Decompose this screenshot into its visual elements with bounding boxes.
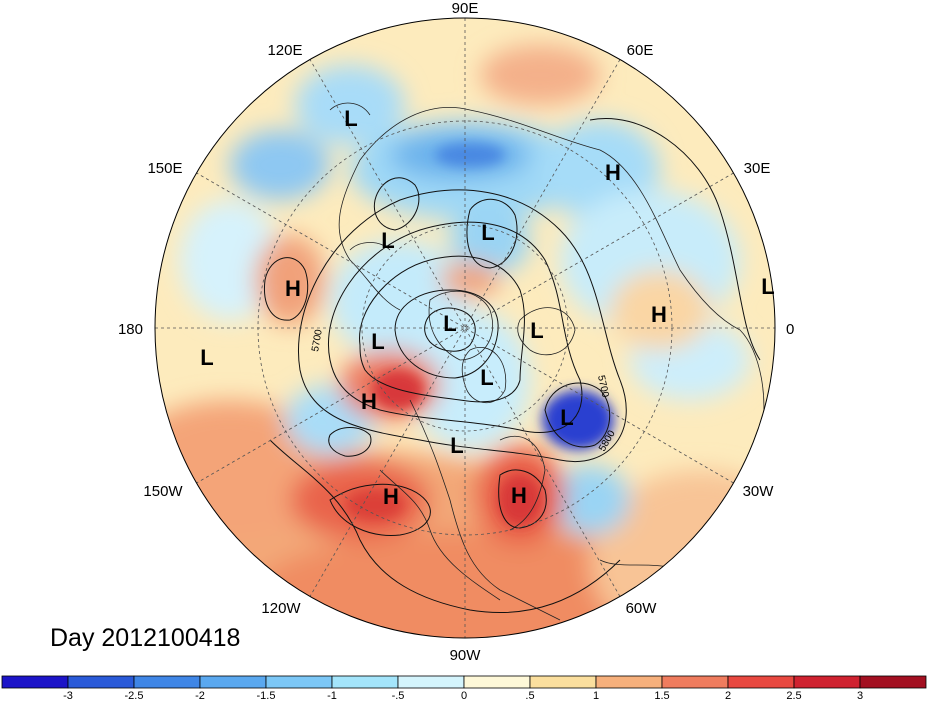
- low-center: L: [443, 311, 456, 336]
- high-center: H: [511, 483, 527, 508]
- lon-label-60e: 60E: [627, 42, 654, 59]
- date-title: Day 2012100418: [50, 624, 240, 652]
- colorbar-tick-label: -2: [195, 690, 205, 702]
- low-center: L: [560, 405, 573, 430]
- colorbar-swatch: [529, 675, 597, 689]
- lon-label-120e: 120E: [267, 42, 302, 59]
- colorbar-swatch: [463, 675, 531, 689]
- high-center: H: [651, 302, 667, 327]
- colorbar-tick-label: .5: [525, 690, 534, 702]
- lon-label-90w: 90W: [450, 647, 482, 664]
- graticule: [155, 18, 775, 638]
- contour-label: 5700: [310, 328, 325, 352]
- colorbar-swatch: [793, 675, 861, 689]
- high-center: H: [361, 389, 377, 414]
- lon-label-90e: 90E: [452, 0, 479, 17]
- colorbar-tick-label: -.5: [392, 690, 405, 702]
- anomaly-field: [155, 18, 775, 638]
- colorbar-swatch: [265, 675, 333, 689]
- contour-label: 5700: [595, 374, 610, 398]
- lon-label-30w: 30W: [743, 483, 775, 500]
- colorbar-swatch: [727, 675, 795, 689]
- colorbar: -3 -2.5 -2 -1.5 -1 -.5 0 .5 1 1.5 2 2.5 3: [1, 675, 927, 702]
- low-center: L: [344, 106, 357, 131]
- lon-label-150e: 150E: [147, 160, 182, 177]
- colorbar-tick-label: 0: [461, 690, 467, 702]
- map-boundary: [154, 17, 776, 639]
- colorbar-swatch: [67, 675, 135, 689]
- colorbar-swatch: [1, 675, 69, 689]
- colorbar-tick-label: -1: [327, 690, 337, 702]
- lon-label-60w: 60W: [626, 600, 658, 617]
- lon-label-150w: 150W: [143, 483, 183, 500]
- colorbar-tick-label: 1: [593, 690, 599, 702]
- low-center: L: [381, 228, 394, 253]
- colorbar-tick-label: 1.5: [654, 690, 669, 702]
- pressure-centers: L H L L H L H L L L L H L L L H H: [200, 106, 774, 509]
- high-center: H: [285, 276, 301, 301]
- colorbar-swatch: [199, 675, 267, 689]
- colorbar-tick-label: 2: [725, 690, 731, 702]
- colorbar-swatch: [331, 675, 399, 689]
- colorbar-swatch: [397, 675, 465, 689]
- low-center: L: [480, 365, 493, 390]
- colorbar-tick-label: -2.5: [125, 690, 144, 702]
- lon-label-0: 0: [786, 321, 794, 338]
- colorbar-swatch: [859, 675, 927, 689]
- low-center: L: [530, 318, 543, 343]
- colorbar-ticks: -3 -2.5 -2 -1.5 -1 -.5 0 .5 1 1.5 2 2.5 3: [63, 690, 863, 702]
- lon-label-30e: 30E: [744, 160, 771, 177]
- colorbar-tick-label: -3: [63, 690, 73, 702]
- low-center: L: [371, 329, 384, 354]
- low-center: L: [200, 345, 213, 370]
- low-center: L: [761, 274, 774, 299]
- high-center: H: [383, 484, 399, 509]
- low-center: L: [450, 433, 463, 458]
- colorbar-tick-label: 2.5: [786, 690, 801, 702]
- colorbar-swatch: [133, 675, 201, 689]
- coastlines: [329, 102, 765, 621]
- colorbar-swatches: [1, 675, 927, 689]
- lon-label-120w: 120W: [261, 600, 301, 617]
- high-center: H: [605, 160, 621, 185]
- longitude-labels: 90E 60E 30E 0 30W 60W 90W 120W 150W 180 …: [118, 0, 794, 664]
- colorbar-swatch: [595, 675, 663, 689]
- colorbar-swatch: [661, 675, 729, 689]
- lon-label-180: 180: [118, 321, 143, 338]
- colorbar-tick-label: 3: [857, 690, 863, 702]
- colorbar-tick-label: -1.5: [257, 690, 276, 702]
- low-center: L: [481, 220, 494, 245]
